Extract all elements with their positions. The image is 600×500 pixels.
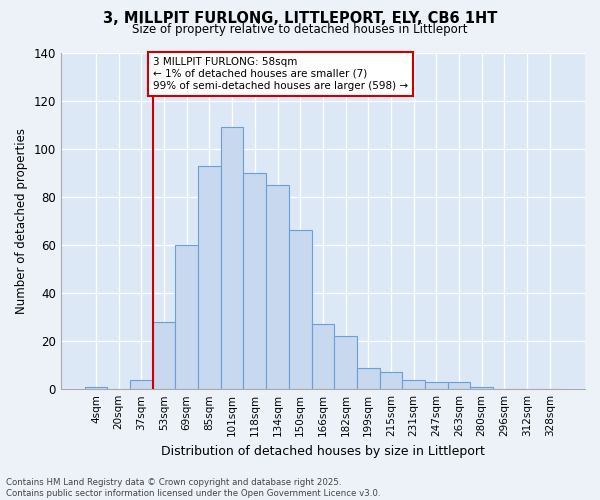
Text: 3 MILLPIT FURLONG: 58sqm
← 1% of detached houses are smaller (7)
99% of semi-det: 3 MILLPIT FURLONG: 58sqm ← 1% of detache… — [153, 58, 408, 90]
Bar — [425, 382, 448, 389]
Bar — [266, 185, 289, 389]
X-axis label: Distribution of detached houses by size in Littleport: Distribution of detached houses by size … — [161, 444, 485, 458]
Bar — [403, 380, 425, 389]
Bar — [334, 336, 357, 389]
Bar — [470, 387, 493, 389]
Text: 3, MILLPIT FURLONG, LITTLEPORT, ELY, CB6 1HT: 3, MILLPIT FURLONG, LITTLEPORT, ELY, CB6… — [103, 11, 497, 26]
Bar — [130, 380, 152, 389]
Bar — [221, 127, 244, 389]
Bar — [175, 245, 198, 389]
Bar — [357, 368, 380, 389]
Bar — [448, 382, 470, 389]
Bar — [311, 324, 334, 389]
Bar — [152, 322, 175, 389]
Bar — [85, 387, 107, 389]
Bar — [244, 172, 266, 389]
Text: Contains HM Land Registry data © Crown copyright and database right 2025.
Contai: Contains HM Land Registry data © Crown c… — [6, 478, 380, 498]
Y-axis label: Number of detached properties: Number of detached properties — [15, 128, 28, 314]
Bar — [198, 166, 221, 389]
Bar — [289, 230, 311, 389]
Text: Size of property relative to detached houses in Littleport: Size of property relative to detached ho… — [132, 22, 468, 36]
Bar — [380, 372, 403, 389]
